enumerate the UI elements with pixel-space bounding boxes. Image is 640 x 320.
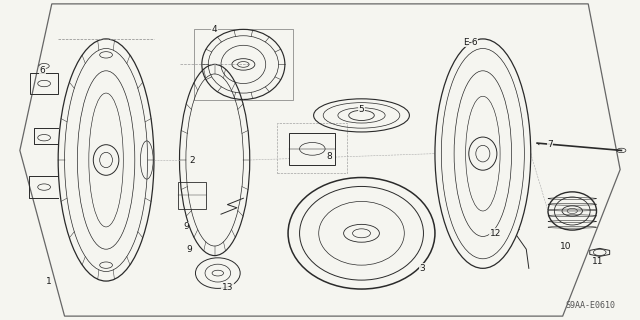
Text: 4: 4: [212, 25, 218, 34]
Bar: [277, 123, 348, 173]
Bar: [178, 182, 206, 209]
Text: 5: 5: [358, 105, 364, 114]
Bar: [289, 133, 335, 165]
Text: E-6: E-6: [463, 38, 477, 47]
Text: 10: 10: [560, 242, 572, 251]
Ellipse shape: [288, 178, 435, 289]
Text: 8: 8: [326, 152, 332, 161]
Text: 2: 2: [189, 156, 195, 164]
Text: 9: 9: [183, 222, 189, 231]
Text: 11: 11: [592, 258, 604, 267]
Ellipse shape: [435, 39, 531, 268]
Bar: [194, 28, 293, 100]
Text: 3: 3: [419, 264, 425, 273]
Text: 12: 12: [490, 229, 501, 238]
Text: 7: 7: [547, 140, 553, 148]
Text: 6: 6: [39, 66, 45, 75]
Circle shape: [344, 224, 380, 242]
Text: 9: 9: [186, 245, 192, 254]
Text: S9AA-E0610: S9AA-E0610: [566, 301, 616, 310]
Bar: [30, 73, 58, 94]
Text: 1: 1: [45, 276, 51, 285]
Text: 13: 13: [221, 283, 233, 292]
